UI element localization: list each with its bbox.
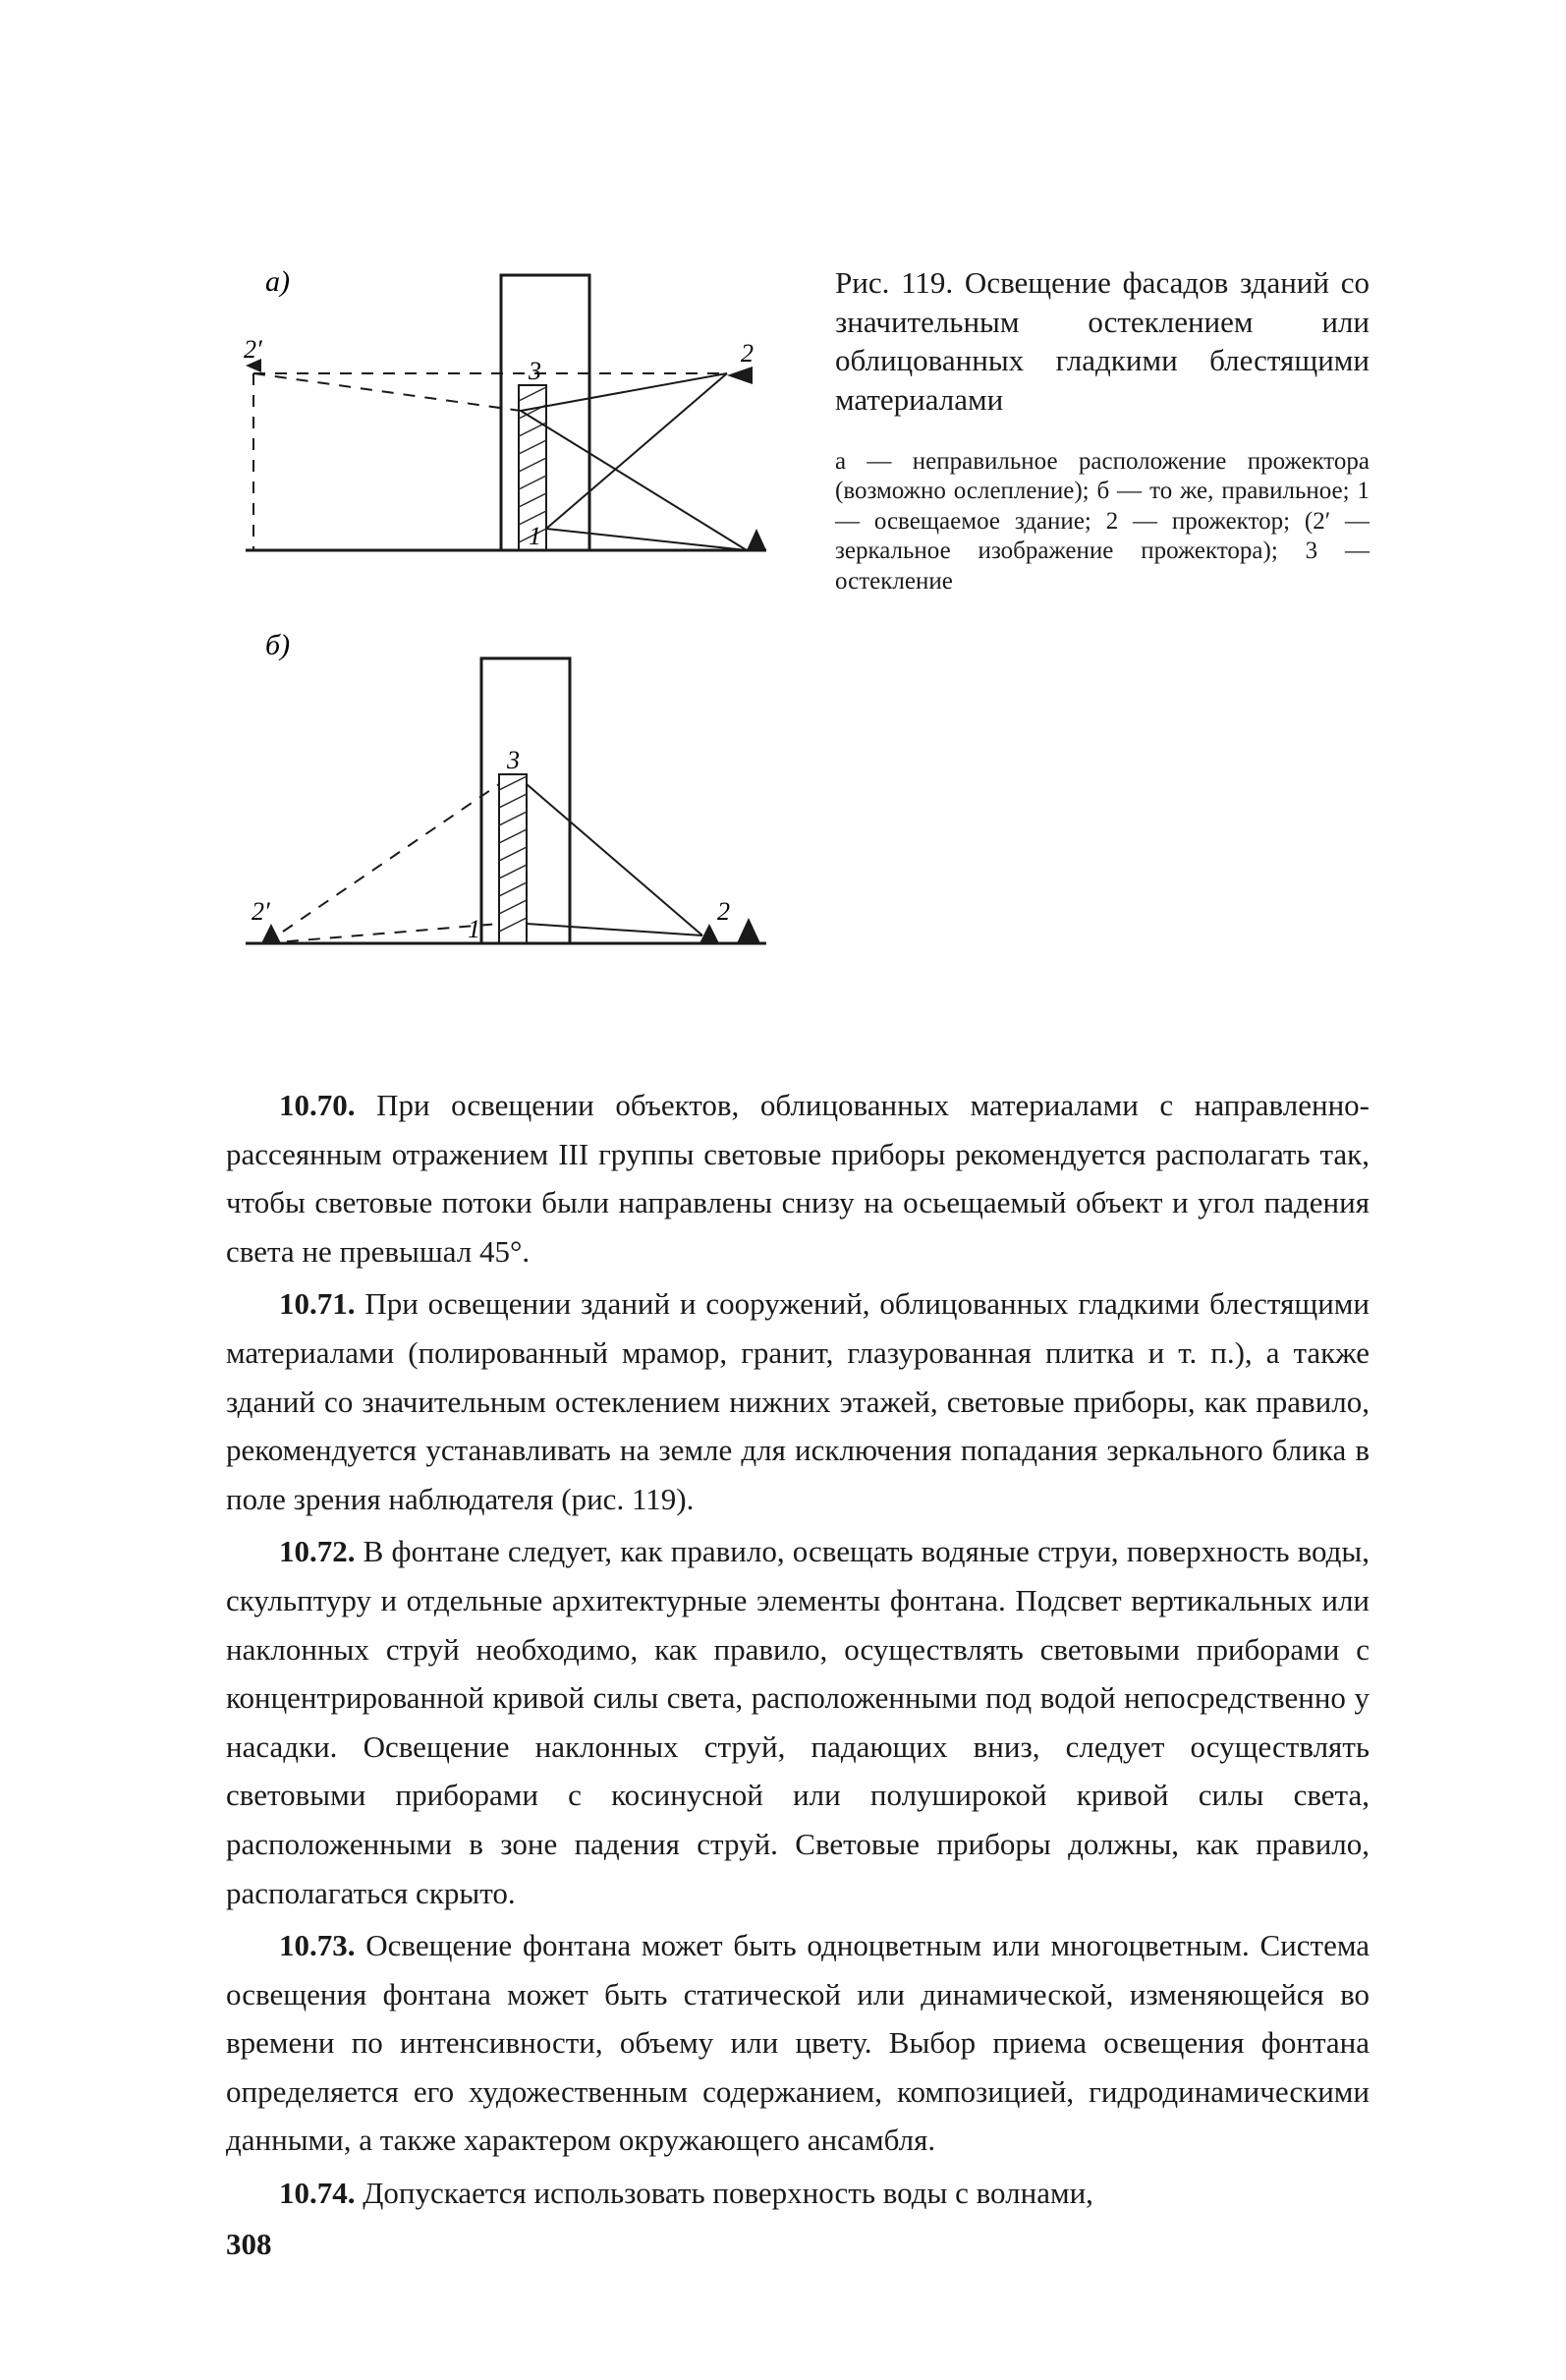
diag-a-2: 2 [741, 339, 754, 368]
diag-a-1: 1 [529, 522, 541, 550]
page: а) [0, 0, 1566, 2380]
diagram-b: б) [226, 619, 776, 973]
diag-a-3: 3 [528, 357, 541, 385]
section-num-10-73: 10.73. [279, 1928, 356, 1962]
section-num-10-71: 10.71. [279, 1286, 356, 1321]
diag-a-2prime: 2′ [244, 335, 262, 364]
diag-b-3: 3 [506, 746, 520, 774]
body-text: 10.70. При освещении объектов, облицован… [226, 1081, 1370, 2218]
figure-legend: а — неправильное расположение прожектора… [835, 447, 1370, 597]
para-10-72: 10.72. В фонтане следует, как правило, о… [226, 1527, 1370, 1917]
section-num-10-74: 10.74. [279, 2176, 356, 2210]
para-10-70: 10.70. При освещении объектов, облицован… [226, 1081, 1370, 1275]
para-10-73: 10.73. Освещение фонтана может быть одно… [226, 1921, 1370, 2165]
diagram-a: а) [226, 255, 776, 580]
para-10-70-text: При освещении объектов, облицованных мат… [226, 1088, 1370, 1269]
figure-column: а) [226, 255, 776, 973]
diag-b-1: 1 [468, 915, 480, 943]
para-10-71: 10.71. При освещении зданий и сооружений… [226, 1279, 1370, 1523]
para-10-73-text: Освещение фонтана может быть одноцветным… [226, 1928, 1370, 2157]
para-10-74-text: Допускается использовать поверхность вод… [356, 2176, 1093, 2210]
caption-column: Рис. 119. Освещение фасадов зданий со зн… [835, 255, 1370, 973]
glazing-b [499, 774, 527, 943]
para-10-71-text: При освещении зданий и сооружений, облиц… [226, 1286, 1370, 1515]
page-number: 308 [226, 2227, 272, 2262]
figure-caption: Рис. 119. Освещение фасадов зданий со зн… [835, 263, 1370, 420]
section-num-10-70: 10.70. [279, 1088, 356, 1122]
diag-b-2prime: 2′ [252, 897, 270, 926]
diag-b-2: 2 [717, 897, 730, 926]
figure-and-caption: а) [226, 255, 1370, 973]
para-10-74: 10.74. Допускается использовать поверхно… [226, 2169, 1370, 2218]
para-10-72-text: В фонтане следует, как правило, освещать… [226, 1534, 1370, 1909]
diag-a-label: а) [265, 265, 290, 298]
section-num-10-72: 10.72. [279, 1534, 356, 1568]
diag-b-label: б) [265, 629, 290, 661]
